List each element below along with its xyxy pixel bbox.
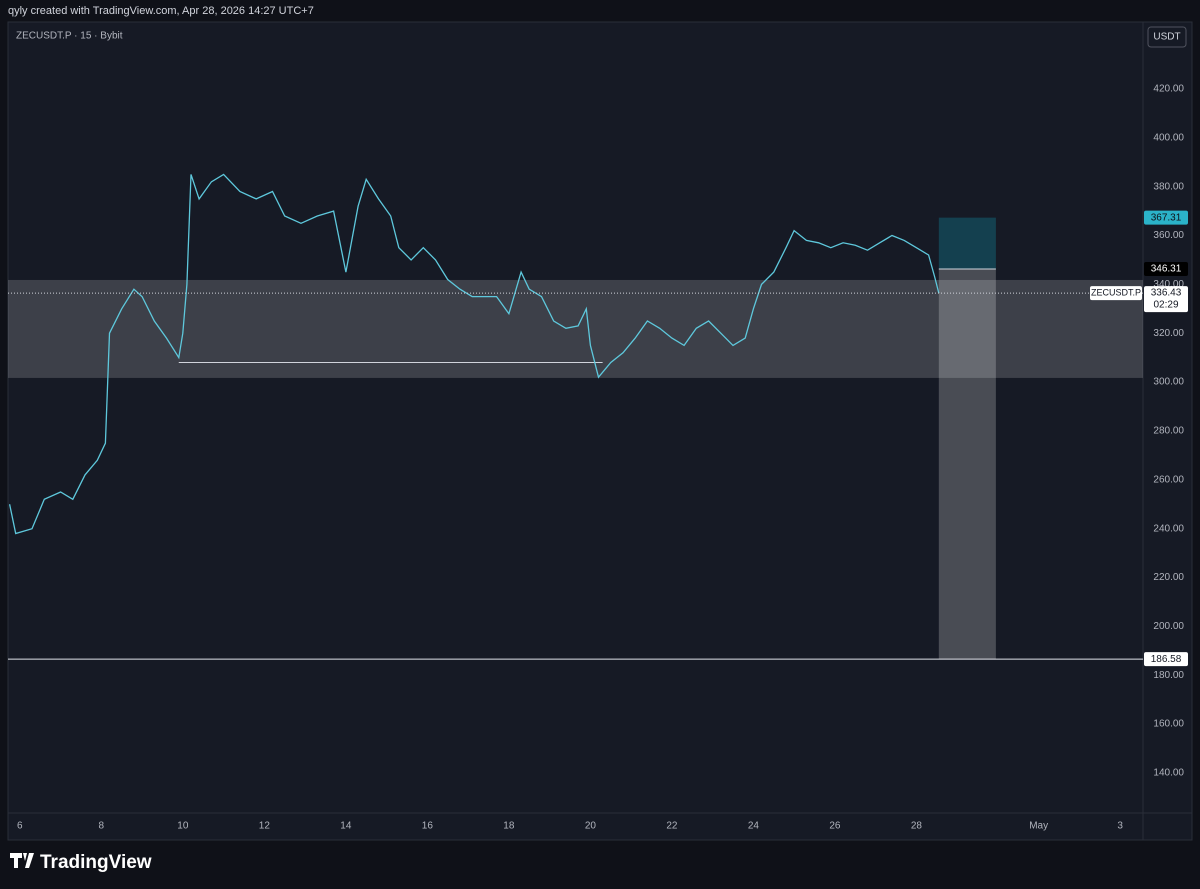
currency-button[interactable] [1147,26,1187,48]
stop-label: 186.58 [1151,654,1182,665]
y-tick-label: 340.00 [1153,279,1184,290]
price-line [8,173,940,535]
last-price-box [1144,286,1188,313]
stop-label-box [1144,652,1188,667]
last-price-label: 336.43 [1151,288,1182,299]
x-tick-label: 10 [177,821,189,832]
y-tick-label: 180.00 [1153,670,1184,681]
footer-logo: TradingView [40,852,152,873]
x-tick-label: 20 [585,821,597,832]
currency[interactable]: USDT [1153,32,1180,43]
x-tick-label: 22 [666,821,678,832]
y-tick-label: 320.00 [1153,328,1184,339]
target-label: 367.31 [1151,212,1182,223]
y-tick-label: 240.00 [1153,523,1184,534]
x-tick-label: 14 [340,821,352,832]
y-tick-label: 380.00 [1153,181,1184,192]
y-tick-label: 360.00 [1153,230,1184,241]
x-tick-label: 26 [829,821,841,832]
x-tick-label: 12 [259,821,271,832]
stop-zone [938,268,996,660]
y-tick-label: 140.00 [1153,768,1184,779]
y-tick-label: 280.00 [1153,426,1184,437]
x-tick-label: 8 [99,821,105,832]
target-label-box [1144,210,1188,225]
x-tick-label: May [1029,821,1048,832]
y-tick-label: 260.00 [1153,474,1184,485]
y-tick-label: 420.00 [1153,84,1184,95]
x-tick-label: 18 [503,821,515,832]
header: qyly created with TradingView.com, Apr 2… [8,5,314,17]
y-tick-label: 300.00 [1153,377,1184,388]
countdown: 02:29 [1153,300,1178,311]
x-tick-label: 28 [911,821,923,832]
y-tick-label: 220.00 [1153,572,1184,583]
y-tick-label: 400.00 [1153,132,1184,143]
x-tick-label: 24 [748,821,760,832]
y-tick-label: 200.00 [1153,621,1184,632]
zone [8,279,1143,378]
chart-pane [7,21,1193,841]
x-tick-label: 16 [422,821,434,832]
y-tick-label: 160.00 [1153,719,1184,730]
x-tick-label: 3 [1117,821,1123,832]
chart-title: ZECUSDT.P · 15 · Bybit [16,31,123,42]
entry-label-box [1144,261,1188,276]
x-tick-label: 6 [17,821,23,832]
symbol-tag: ZECUSDT.P [1091,287,1141,297]
entry-label: 346.31 [1151,264,1182,275]
target-zone [938,217,996,269]
logo-icon [10,853,34,868]
symbol-tag-box [1090,286,1142,301]
